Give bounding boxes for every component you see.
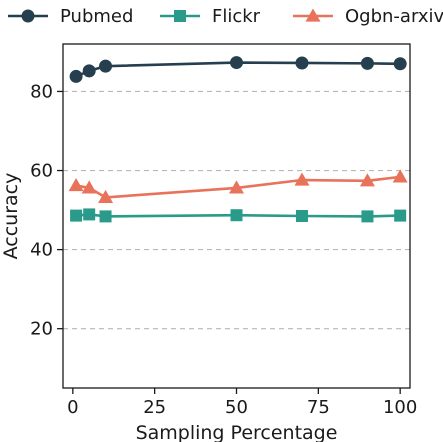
legend-marker: [305, 8, 321, 22]
y-tick-label: 60: [30, 161, 53, 182]
flickr-point: [99, 210, 112, 223]
ogbn-arxiv-point: [68, 178, 84, 192]
x-tick-label: 100: [383, 397, 417, 418]
ogbn-arxiv-point: [294, 172, 310, 186]
flickr-point: [83, 208, 96, 221]
x-tick-label: 75: [307, 397, 330, 418]
series-pubmed: [69, 56, 407, 83]
x-axis-ticks: 0 25 50 75 100: [67, 388, 417, 418]
ogbn-arxiv-point: [98, 189, 114, 204]
legend-marker: [21, 9, 35, 23]
flickr-point: [295, 210, 308, 222]
series-flickr: [70, 208, 407, 223]
y-tick-label: 20: [30, 319, 53, 340]
y-tick-label: 40: [30, 240, 53, 261]
flickr-point: [70, 209, 83, 222]
legend-item-ogbn-arxiv: Ogbn-arxiv: [293, 6, 443, 27]
pubmed-point: [360, 56, 374, 70]
x-tick-label: 50: [225, 397, 248, 418]
gridlines: [63, 90, 410, 330]
ogbn-arxiv-point: [392, 169, 408, 183]
flickr-point: [394, 209, 407, 222]
pubmed-point: [230, 56, 243, 70]
legend-label: Flickr: [212, 6, 261, 27]
pubmed-point: [295, 56, 309, 70]
legend-item-pubmed: Pubmed: [8, 6, 133, 27]
x-tick-label: 0: [67, 397, 78, 418]
pubmed-point: [82, 64, 96, 78]
ogbn-arxiv-point: [81, 180, 97, 194]
y-axis-label: Accuracy: [0, 173, 22, 260]
legend-label: Pubmed: [60, 6, 133, 27]
legend: Pubmed Flickr Ogbn-arxiv: [8, 6, 443, 27]
pubmed-point: [69, 69, 83, 83]
series-layer: [68, 56, 408, 223]
flickr-point: [230, 209, 243, 222]
legend-marker: [174, 10, 186, 22]
pubmed-point: [99, 59, 113, 73]
legend-label: Ogbn-arxiv: [345, 6, 443, 27]
ogbn-arxiv-point: [229, 180, 244, 194]
flickr-point: [361, 210, 374, 223]
pubmed-point: [393, 57, 407, 71]
ogbn-arxiv-point: [359, 173, 375, 187]
legend-item-flickr: Flickr: [160, 6, 261, 27]
x-tick-label: 25: [143, 397, 166, 418]
y-tick-label: 80: [30, 81, 53, 102]
y-axis-ticks: 20 40 60 80: [30, 81, 63, 340]
x-axis-label: Sampling Percentage: [136, 422, 338, 442]
series-ogbn-arxiv: [68, 169, 408, 204]
